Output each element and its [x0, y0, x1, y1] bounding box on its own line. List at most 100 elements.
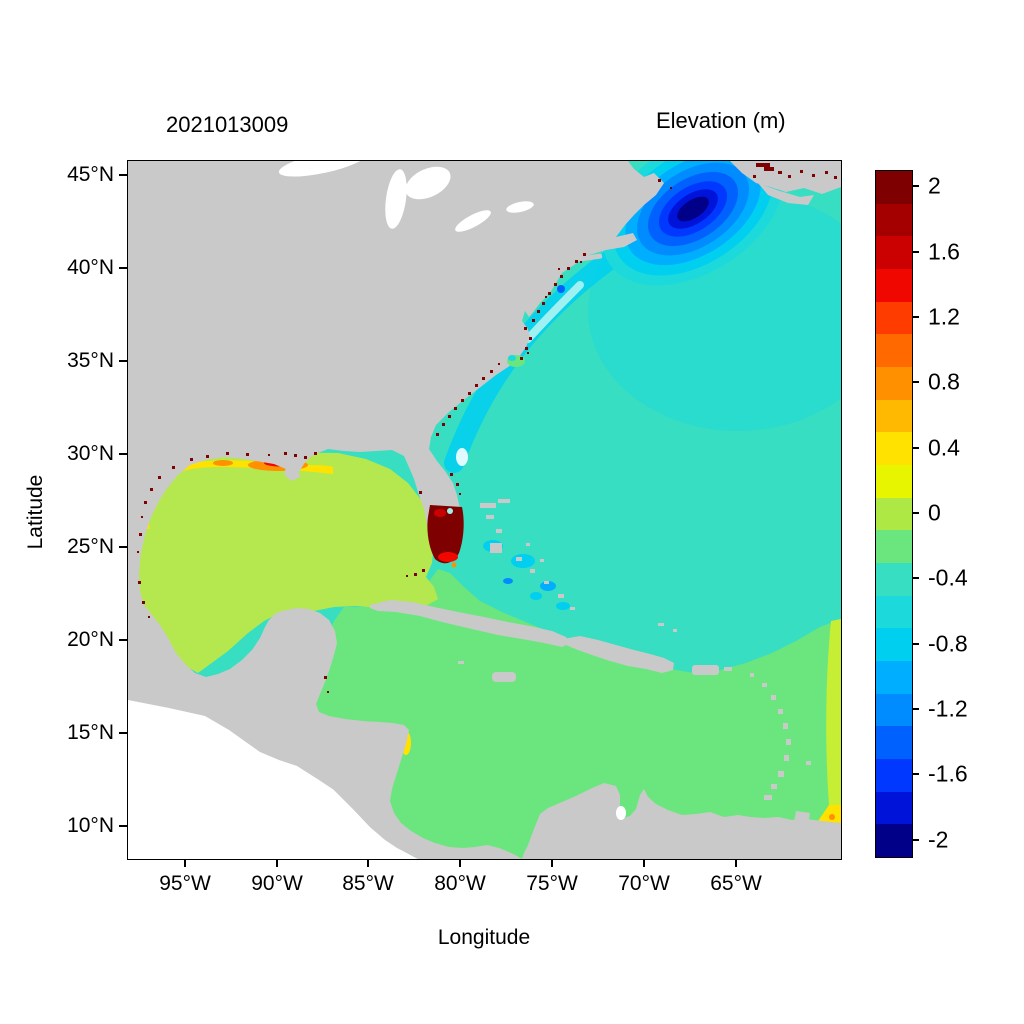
- x-tick-mark: [367, 859, 369, 867]
- colorbar-tick-mark: [913, 512, 919, 514]
- colorbar-tick-mark: [913, 708, 919, 710]
- colorbar-segment: [876, 661, 912, 694]
- trinidad: [794, 811, 810, 824]
- puerto-rico: [692, 665, 719, 675]
- colorbar-segment: [876, 595, 912, 629]
- y-tick-mark: [119, 174, 127, 176]
- colorbar-segment: [876, 824, 912, 858]
- long-island: [576, 253, 603, 262]
- y-tick-label: 35°N: [67, 349, 114, 372]
- x-tick-mark: [459, 859, 461, 867]
- x-tick-label: 85°W: [342, 872, 394, 895]
- colorbar-segment: [876, 236, 912, 270]
- colorbar-title: Elevation (m): [656, 108, 786, 133]
- colorbar: [875, 170, 913, 858]
- colorbar-segment: [876, 301, 912, 335]
- south-america-landmass: [522, 783, 841, 859]
- land-layer: [128, 161, 841, 859]
- colorbar-segment: [876, 791, 912, 825]
- colorbar-segment: [876, 726, 912, 760]
- y-tick-mark: [119, 825, 127, 827]
- colorbar-tick-mark: [913, 839, 919, 841]
- x-axis-label: Longitude: [437, 926, 531, 949]
- colorbar-tick-label: 0.8: [928, 368, 960, 395]
- y-tick-label: 45°N: [67, 163, 114, 186]
- colorbar-tick-mark: [913, 577, 919, 579]
- colorbar-tick-label: -0.8: [928, 630, 968, 657]
- north-america-landmass: [128, 161, 664, 859]
- colorbar-tick-mark: [913, 251, 919, 253]
- lake-maracaibo: [616, 806, 626, 820]
- colorbar-tick-label: 1.6: [928, 238, 960, 265]
- coastal-wet-cells: [137, 163, 837, 693]
- x-tick-mark: [735, 859, 737, 867]
- colorbar-tick-label: -0.4: [928, 564, 968, 591]
- colorbar-segment: [876, 203, 912, 237]
- colorbar-segment: [876, 367, 912, 400]
- y-tick-label: 10°N: [67, 814, 114, 837]
- colorbar-tick-label: -2: [928, 826, 949, 853]
- colorbar-tick-label: 1.2: [928, 303, 960, 330]
- x-tick-label: 65°W: [710, 872, 762, 895]
- x-tick-mark: [643, 859, 645, 867]
- y-tick-label: 20°N: [67, 628, 114, 651]
- nova-scotia: [758, 183, 814, 205]
- y-tick-mark: [119, 360, 127, 362]
- colorbar-tick-mark: [913, 316, 919, 318]
- y-tick-mark: [119, 453, 127, 455]
- colorbar-segment: [876, 432, 912, 466]
- colorbar-tick-mark: [913, 447, 919, 449]
- x-tick-label: 95°W: [159, 872, 211, 895]
- jamaica: [492, 672, 516, 682]
- pacific-no-data-region: [128, 696, 418, 859]
- elevation-map: [128, 161, 841, 859]
- y-tick-mark: [119, 267, 127, 269]
- bahamas-islands: [458, 499, 677, 664]
- colorbar-segment: [876, 269, 912, 302]
- x-tick-mark: [276, 859, 278, 867]
- x-tick-label: 80°W: [434, 872, 486, 895]
- y-tick-label: 30°N: [67, 442, 114, 465]
- colorbar-segment: [876, 171, 912, 204]
- plot-title-datetime: 2021013009: [166, 112, 289, 137]
- colorbar-segment: [876, 465, 912, 498]
- south-florida-surge-blob: [406, 505, 464, 577]
- colorbar-segment: [876, 497, 912, 531]
- colorbar-tick-mark: [913, 643, 919, 645]
- colorbar-segment: [876, 399, 912, 433]
- y-tick-mark: [119, 546, 127, 548]
- x-tick-mark: [551, 859, 553, 867]
- y-tick-mark: [119, 639, 127, 641]
- northeast-canada-landmass: [730, 161, 841, 194]
- y-tick-label: 40°N: [67, 256, 114, 279]
- x-tick-mark: [184, 859, 186, 867]
- mississippi-delta: [284, 467, 300, 481]
- x-tick-label: 75°W: [526, 872, 578, 895]
- colorbar-segment: [876, 563, 912, 596]
- colorbar-tick-label: 0.4: [928, 434, 960, 461]
- x-tick-label: 90°W: [251, 872, 303, 895]
- colorbar-segment: [876, 530, 912, 564]
- lesser-antilles-islands: [724, 667, 811, 800]
- colorbar-segment: [876, 693, 912, 727]
- map-plot-area: [127, 160, 842, 860]
- pamlico-sound-patch: [507, 355, 525, 367]
- colorbar-tick-mark: [913, 773, 919, 775]
- x-tick-label: 70°W: [618, 872, 670, 895]
- colorbar-tick-label: 0: [928, 499, 941, 526]
- cuba: [370, 600, 570, 647]
- colorbar-segment: [876, 334, 912, 368]
- great-lakes: [278, 161, 626, 820]
- colorbar-tick-label: -1.2: [928, 695, 968, 722]
- colorbar-tick-label: 2: [928, 172, 941, 199]
- colorbar-segment: [876, 759, 912, 792]
- hispaniola: [563, 636, 674, 673]
- colorbar-segment: [876, 628, 912, 662]
- y-tick-mark: [119, 732, 127, 734]
- colorbar-tick-mark: [913, 381, 919, 383]
- colorbar-tick-mark: [913, 185, 919, 187]
- y-tick-label: 25°N: [67, 535, 114, 558]
- colorbar-tick-label: -1.6: [928, 760, 968, 787]
- y-tick-label: 15°N: [67, 721, 114, 744]
